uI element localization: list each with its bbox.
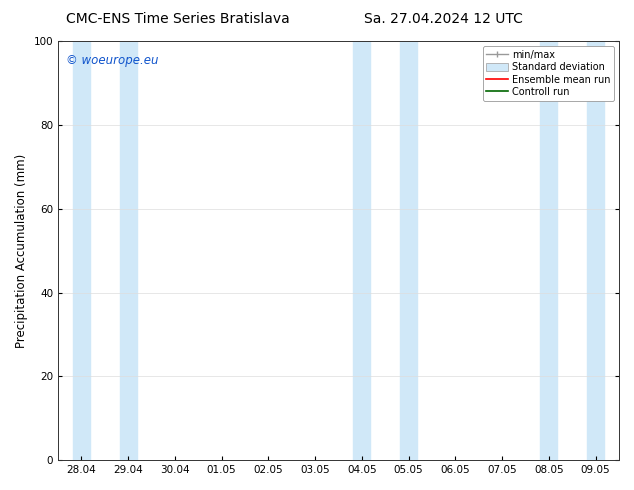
Bar: [540, 41, 557, 460]
Bar: [120, 41, 136, 460]
Legend: min/max, Standard deviation, Ensemble mean run, Controll run: min/max, Standard deviation, Ensemble me…: [482, 46, 614, 101]
Y-axis label: Precipitation Accumulation (mm): Precipitation Accumulation (mm): [15, 153, 28, 348]
Bar: [354, 41, 370, 460]
Bar: [587, 41, 604, 460]
Text: CMC-ENS Time Series Bratislava: CMC-ENS Time Series Bratislava: [66, 12, 289, 26]
Title: CMC-ENS Time Series Bratislava     Sa. 27.04.2024 12 UTC: CMC-ENS Time Series Bratislava Sa. 27.04…: [0, 489, 1, 490]
Bar: [400, 41, 417, 460]
Text: Sa. 27.04.2024 12 UTC: Sa. 27.04.2024 12 UTC: [365, 12, 523, 26]
Text: © woeurope.eu: © woeurope.eu: [67, 53, 159, 67]
Bar: [73, 41, 90, 460]
